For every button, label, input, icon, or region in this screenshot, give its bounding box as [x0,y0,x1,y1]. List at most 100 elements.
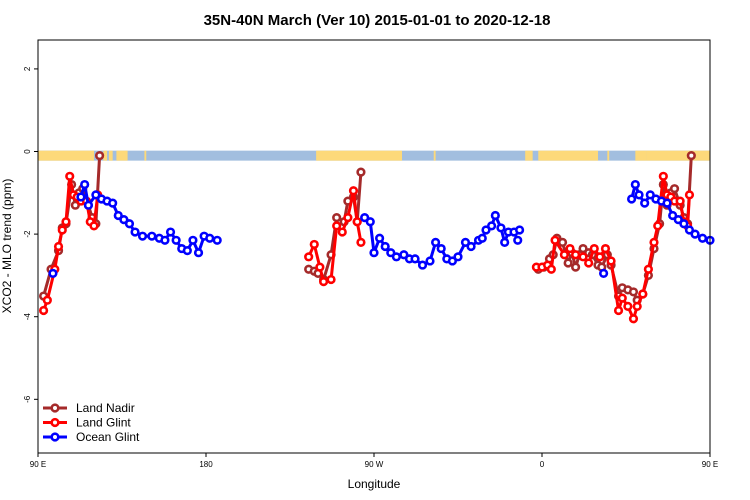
data-point [386,248,396,258]
data-point [137,231,148,241]
land-band-segment [316,150,402,161]
data-point [171,235,181,245]
data-point [119,215,129,225]
data-point [343,212,353,223]
data-point [53,241,64,252]
x-tick-label: 0 [540,460,545,469]
legend-swatch-marker [50,432,60,442]
data-point [48,268,58,278]
data-point [453,252,463,262]
y-tick-label: 0 [23,149,32,154]
data-point [113,210,123,221]
data-point [640,198,650,208]
data-point [565,243,575,254]
data-point [94,151,105,161]
data-point [348,186,359,196]
data-point [669,184,680,194]
data-point [108,198,118,208]
land-band-segment [542,150,598,161]
legend-swatch-marker [50,403,60,413]
land-band-segment [38,150,94,161]
data-point [315,262,325,272]
data-point [57,225,67,235]
y-tick-label: -6 [23,395,32,403]
data-point [481,225,491,235]
data-point [598,268,609,278]
data-point [160,235,170,245]
x-axis: 90 E 180 90 W 0 90 E [30,453,718,469]
data-point [337,227,347,237]
data-point [431,237,441,247]
data-point [304,252,314,262]
x-tick-label: 180 [199,460,213,469]
data-point [690,229,700,239]
data-point [559,250,570,260]
data-point [91,190,101,200]
land-band-segment [525,150,533,161]
data-point [570,262,581,272]
land-band-segment [103,150,108,161]
data-point [684,225,695,235]
data-point [365,217,375,227]
data-point [352,217,362,227]
data-point [595,252,605,262]
land-ocean-band [38,150,710,161]
data-point [332,212,342,223]
data-point [638,289,648,299]
data-point [130,227,140,237]
x-tick-label: 90 E [702,460,718,469]
data-point [490,210,500,221]
data-point [578,252,588,262]
legend-label: Land Glint [76,416,131,430]
data-point [42,295,52,305]
data-point [589,243,599,254]
data-point [570,250,581,260]
land-band-segment [108,150,113,161]
legend-label: Ocean Glint [76,430,140,444]
data-point [375,233,385,243]
data-point [658,171,668,181]
data-point [668,210,678,221]
data-point [380,241,390,252]
y-axis-label: XCO2 - MLO trend (ppm) [0,179,14,314]
data-point [626,194,637,204]
data-point [557,237,568,247]
data-point [212,235,222,245]
data-point [188,235,198,245]
data-point [684,190,695,200]
data-point [563,258,573,268]
data-point [617,293,627,303]
data-point [675,196,685,206]
legend-item: Ocean Glint [43,430,140,444]
data-point [632,301,642,311]
data-point [606,256,616,266]
data-point [410,254,420,264]
data-point [643,264,654,274]
data-point [653,221,663,231]
data-point [697,233,708,243]
data-point [309,239,319,250]
data-point [487,221,497,231]
data-point [83,200,93,210]
data-point [89,221,99,231]
data-point [369,248,379,258]
data-point [182,246,192,256]
data-point [326,274,336,285]
data-point [514,225,525,235]
data-point [600,243,611,254]
data-point [679,219,689,229]
data-point [673,215,683,225]
x-tick-label: 90 W [365,460,384,469]
series-layer [38,151,715,324]
data-point [513,235,523,245]
data-point [65,171,75,181]
series-land-nadir [38,151,696,305]
land-band-segment [635,150,647,161]
data-point [360,212,370,223]
data-point [319,277,329,287]
y-tick-label: 2 [23,66,32,71]
data-point [645,190,655,200]
data-point [628,314,639,324]
